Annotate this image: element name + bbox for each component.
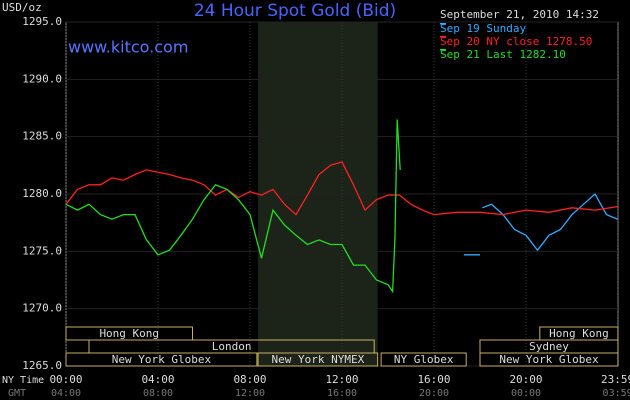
chart-title: 24 Hour Spot Gold (Bid)	[194, 1, 396, 21]
x2-tick-label: 00:00	[511, 388, 541, 399]
x-tick-label: 23:59	[601, 373, 630, 386]
legend-entry: Sep 21 Last 1282.10	[440, 48, 566, 61]
legend-entry: Sep 19 Sunday	[440, 22, 526, 35]
x2-axis-label: GMT	[8, 388, 26, 399]
x2-tick-label: 03:59	[603, 388, 630, 399]
session-label: New York NYMEX	[271, 353, 364, 366]
x-tick-label: 00:00	[49, 373, 82, 386]
y-tick-label: 1275.0	[22, 244, 62, 257]
x-tick-label: 16:00	[417, 373, 450, 386]
series-line	[65, 161, 618, 216]
session-box	[65, 352, 258, 367]
x2-tick-label: 08:00	[143, 388, 173, 399]
session-box	[479, 352, 619, 367]
legend-entry: Sep 20 NY close 1278.50	[440, 35, 592, 48]
session-label: New York Globex	[112, 353, 212, 366]
x-tick-label: 12:00	[325, 373, 358, 386]
x-tick-label: 04:00	[141, 373, 174, 386]
session-box	[380, 352, 467, 367]
y-tick-label: 1270.0	[22, 302, 62, 315]
x2-tick-label: 04:00	[51, 388, 81, 399]
y-tick-label: 1290.0	[22, 72, 62, 85]
legend-swatch	[440, 36, 446, 38]
x2-tick-label: 12:00	[235, 388, 265, 399]
x2-tick-label: 20:00	[419, 388, 449, 399]
session-label: Hong Kong	[549, 327, 609, 340]
timestamp: September 21, 2010 14:32	[440, 8, 599, 21]
y-tick-label: 1280.0	[22, 187, 62, 200]
series-line	[65, 119, 401, 294]
session-label: London	[212, 340, 252, 353]
x-tick-label: 20:00	[509, 373, 542, 386]
y-tick-label: 1285.0	[22, 130, 62, 143]
session-label: Sydney	[529, 340, 569, 353]
legend-swatch	[440, 49, 446, 51]
x-axis-label: NY Time	[2, 375, 44, 386]
y-axis-label: USD/oz	[2, 1, 42, 14]
x-tick-label: 08:00	[233, 373, 266, 386]
x2-tick-label: 16:00	[327, 388, 357, 399]
session-label: Hong Kong	[99, 327, 159, 340]
session-box	[257, 352, 379, 367]
session-label: New York Globex	[499, 353, 599, 366]
y-tick-label: 1295.0	[22, 15, 62, 28]
y-tick-label: 1265.0	[22, 359, 62, 372]
source: www.kitco.com	[68, 38, 188, 57]
session-label: NY Globex	[394, 353, 454, 366]
legend-swatch	[440, 23, 446, 25]
